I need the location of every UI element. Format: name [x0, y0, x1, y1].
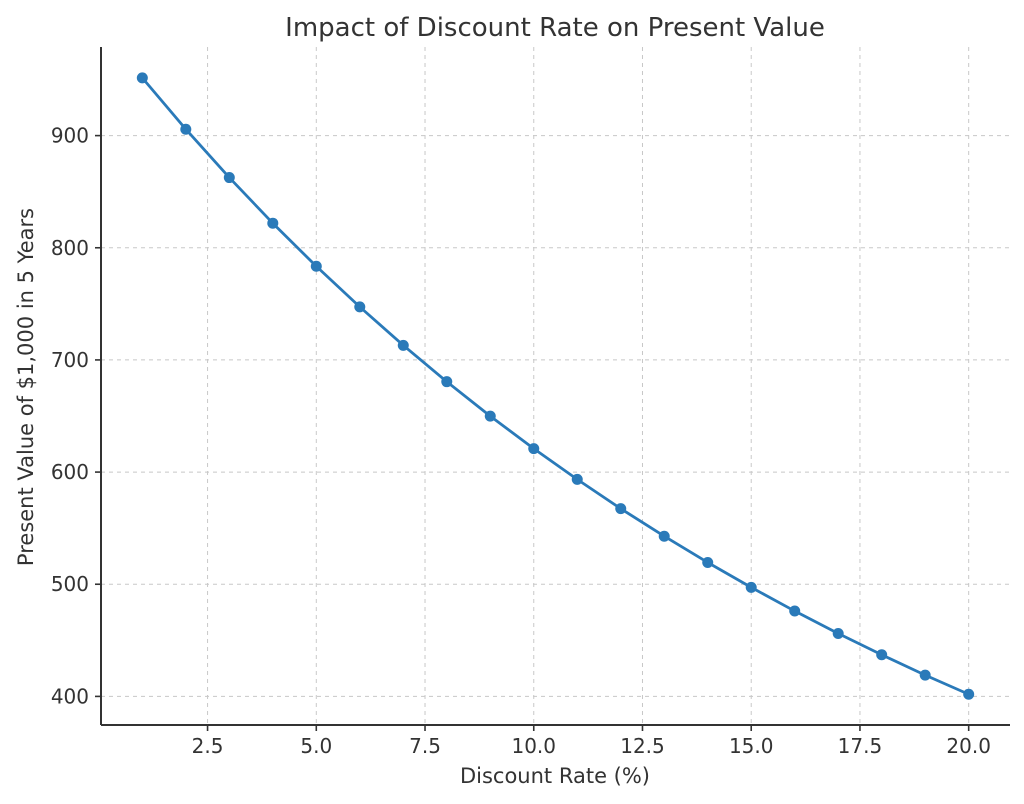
- data-point: [876, 649, 888, 661]
- y-tick-label: 600: [51, 460, 89, 484]
- x-axis-label: Discount Rate (%): [460, 764, 650, 788]
- data-point: [702, 556, 714, 568]
- y-tick-label: 800: [51, 236, 89, 260]
- data-point: [615, 503, 627, 515]
- x-tick-label: 2.5: [192, 734, 224, 758]
- x-tick-label: 10.0: [511, 734, 556, 758]
- grid: [101, 47, 1010, 725]
- data-series: [136, 72, 975, 700]
- x-tick-label: 20.0: [946, 734, 991, 758]
- data-point: [267, 217, 279, 229]
- data-point: [919, 669, 931, 681]
- data-point: [354, 301, 366, 313]
- y-axis-label: Present Value of $1,000 in 5 Years: [14, 208, 38, 566]
- data-point: [136, 72, 148, 84]
- y-tick-label: 500: [51, 572, 89, 596]
- x-axis-ticks: 2.5 5.0 7.5 10.0 12.5 15.0 17.5 20.0: [192, 725, 991, 758]
- chart-title: Impact of Discount Rate on Present Value: [285, 13, 825, 43]
- axes: [100, 47, 1010, 726]
- y-tick-label: 700: [51, 348, 89, 372]
- data-point: [484, 410, 496, 422]
- data-point: [441, 376, 453, 388]
- x-tick-label: 5.0: [300, 734, 332, 758]
- data-point: [397, 339, 409, 351]
- y-tick-label: 400: [51, 684, 89, 708]
- data-point: [528, 443, 540, 455]
- x-tick-label: 15.0: [729, 734, 774, 758]
- data-point: [658, 530, 670, 542]
- data-point: [832, 627, 844, 639]
- data-point: [571, 473, 583, 485]
- data-point: [789, 605, 801, 617]
- y-axis-ticks: 400 500 600 700 800 900: [51, 124, 101, 708]
- data-point: [310, 260, 322, 272]
- x-tick-label: 12.5: [620, 734, 665, 758]
- data-point: [180, 123, 192, 135]
- data-point: [745, 581, 757, 593]
- x-tick-label: 17.5: [838, 734, 883, 758]
- x-tick-label: 7.5: [409, 734, 441, 758]
- data-point: [223, 172, 235, 184]
- y-tick-label: 900: [51, 124, 89, 148]
- data-point: [963, 688, 975, 700]
- series-line: [141, 76, 970, 696]
